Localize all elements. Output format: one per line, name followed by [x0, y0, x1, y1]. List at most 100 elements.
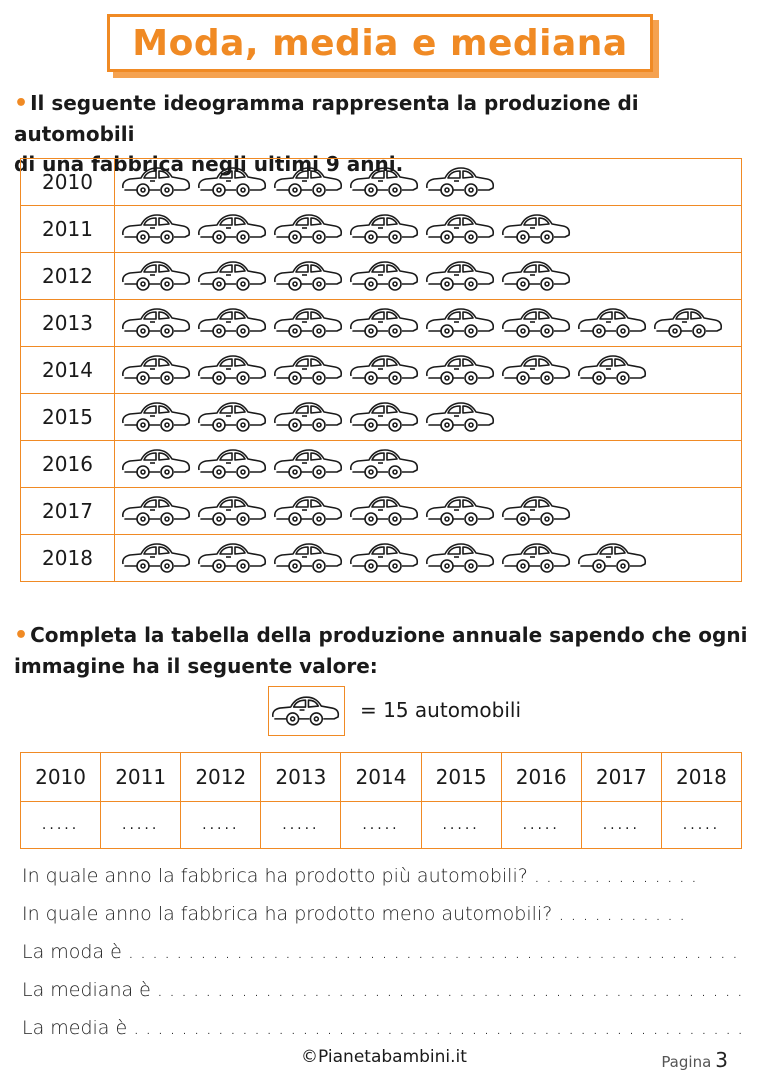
car-icon [350, 308, 419, 338]
car-icon [350, 167, 419, 197]
production-year: 2012 [180, 752, 262, 802]
production-year: 2015 [420, 752, 502, 802]
production-year: 2016 [500, 752, 582, 802]
production-table: 2010 2011 2012 2013 2014 2015 2016 2017 2018 ...… [19, 752, 743, 849]
production-blank: ..... [580, 801, 662, 849]
pictogram-row: 2015 [20, 393, 742, 441]
car-icon [198, 261, 267, 291]
car-icon [122, 449, 191, 479]
pictogram-year: 2011 [20, 205, 115, 253]
question-mode: La moda è . . . . . . . . . . . . . . . … [22, 941, 738, 963]
key-value: = 15 automobili [360, 698, 522, 722]
bullet: • [14, 623, 29, 648]
production-year: 2017 [580, 752, 662, 802]
car-icon [426, 543, 495, 573]
car-icon [122, 496, 191, 526]
car-icon [426, 308, 495, 338]
car-icon [350, 214, 419, 244]
production-blank: ..... [100, 801, 182, 849]
pictogram-row: 2013 [20, 299, 742, 347]
car-icon [198, 355, 267, 385]
car-icon [274, 449, 343, 479]
car-icon [274, 543, 343, 573]
car-icon [350, 261, 419, 291]
instruction-line-2: immagine ha il seguente valore: [14, 654, 378, 678]
title-box: Moda, media e mediana [107, 14, 653, 72]
car-icon [426, 214, 495, 244]
pictogram-year: 2014 [20, 346, 115, 394]
production-blank: ..... [420, 801, 502, 849]
pictogram-cars [114, 440, 742, 488]
production-year: 2013 [260, 752, 342, 802]
pictogram-year: 2017 [20, 487, 115, 535]
pictogram-row: 2012 [20, 252, 742, 300]
production-year: 2011 [100, 752, 182, 802]
production-table-blanks: ........................................… [19, 801, 743, 849]
car-icon [198, 449, 267, 479]
car-icon [198, 214, 267, 244]
pictogram-row: 2010 [20, 158, 742, 206]
page-title: Moda, media e mediana [132, 22, 628, 64]
production-blank: ..... [260, 801, 342, 849]
car-icon [578, 308, 647, 338]
production-year: 2014 [340, 752, 422, 802]
car-icon [198, 167, 267, 197]
car-icon [122, 167, 191, 197]
car-icon [426, 496, 495, 526]
production-blank: ..... [660, 801, 743, 849]
car-icon [274, 355, 343, 385]
car-icon [122, 402, 191, 432]
pictogram-cars [114, 534, 742, 582]
car-icon [274, 167, 343, 197]
car-icon [122, 355, 191, 385]
key-icon-box [268, 686, 345, 736]
pictogram-row: 2018 [20, 534, 742, 582]
instruction-text: • Completa la tabella della produzione an… [14, 620, 754, 681]
bullet: • [14, 91, 29, 116]
question-mean: La media è . . . . . . . . . . . . . . .… [22, 1017, 744, 1039]
car-icon [274, 261, 343, 291]
instruction-line-1: Completa la tabella della produzione ann… [30, 623, 748, 647]
car-icon [502, 355, 571, 385]
car-icon [578, 355, 647, 385]
car-icon [198, 543, 267, 573]
intro-line-1: Il seguente ideogramma rappresenta la pr… [14, 91, 639, 146]
car-icon [578, 543, 647, 573]
car-icon [350, 449, 419, 479]
production-table-header: 2010 2011 2012 2013 2014 2015 2016 2017 2018 [19, 752, 743, 802]
production-year: 2018 [660, 752, 743, 802]
car-icon [426, 355, 495, 385]
pictogram-year: 2013 [20, 299, 115, 347]
pictogram-row: 2014 [20, 346, 742, 394]
production-year: 2010 [19, 752, 102, 802]
production-blank: ..... [500, 801, 582, 849]
car-icon [122, 308, 191, 338]
car-icon [274, 214, 343, 244]
car-icon [122, 214, 191, 244]
pictogram-year: 2012 [20, 252, 115, 300]
car-icon [350, 543, 419, 573]
car-icon [274, 402, 343, 432]
footer-page: Pagina 3 [661, 1048, 728, 1072]
car-icon [502, 261, 571, 291]
pictogram-cars [114, 487, 742, 535]
car-icon [274, 308, 343, 338]
car-icon [502, 496, 571, 526]
page-label: Pagina [661, 1053, 712, 1071]
car-icon [350, 355, 419, 385]
pictogram-row: 2017 [20, 487, 742, 535]
car-icon [274, 496, 343, 526]
pictogram-cars [114, 346, 742, 394]
pictogram-year: 2015 [20, 393, 115, 441]
footer-site: ©Pianetabambini.it [301, 1047, 467, 1067]
car-icon [350, 402, 419, 432]
question-min-year: In quale anno la fabbrica ha prodotto me… [22, 903, 686, 925]
pictogram-table: 2010 2011 2012 2013 2014 2015 2016 2017 2018 [20, 158, 742, 582]
question-median: La mediana è . . . . . . . . . . . . . .… [22, 979, 743, 1001]
car-icon [271, 696, 340, 726]
car-icon [350, 496, 419, 526]
production-blank: ..... [180, 801, 262, 849]
car-icon [426, 261, 495, 291]
page-number: 3 [715, 1048, 728, 1072]
question-max-year: In quale anno la fabbrica ha prodotto pi… [22, 865, 697, 887]
